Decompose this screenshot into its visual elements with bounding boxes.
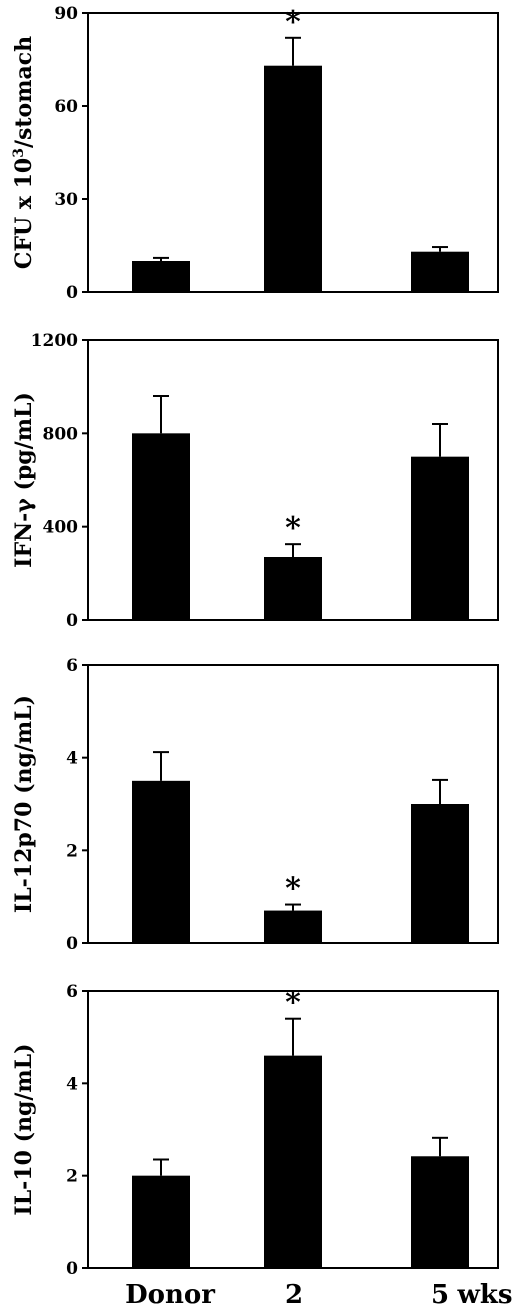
bar-3	[411, 1156, 469, 1268]
y-axis-label: CFU x 103/stomach	[11, 36, 37, 269]
y-tick-label: 90	[54, 4, 78, 24]
y-tick-label: 400	[43, 518, 79, 538]
y-axis-label: IL-10 (ng/mL)	[11, 1043, 37, 1215]
bar-1	[132, 433, 190, 620]
significance-star: *	[285, 5, 301, 40]
chart-panel-2: 0 400 800 1200 IFN-γ (pg/mL) *	[11, 331, 499, 631]
bar-1	[132, 261, 190, 292]
bar-3	[411, 251, 469, 292]
y-tick-label: 60	[54, 97, 78, 117]
bar-3	[411, 804, 469, 943]
y-tick-label: 0	[66, 934, 78, 954]
significance-star: *	[285, 872, 301, 907]
y-tick-label: 2	[66, 841, 78, 861]
y-tick-label: 800	[43, 424, 79, 444]
y-tick-label: 2	[66, 1167, 78, 1187]
bar-1	[132, 780, 190, 943]
y-tick-label: 0	[66, 611, 78, 631]
chart-panel-1: 0 30 60 90 CFU x 103/stomach *	[11, 4, 499, 303]
significance-star: *	[285, 511, 301, 546]
y-axis-label: IFN-γ (pg/mL)	[11, 392, 37, 568]
y-tick-label: 6	[66, 982, 78, 1002]
bar-2	[264, 910, 322, 943]
x-axis-labels: Donor 2 5 wks	[125, 1280, 512, 1310]
chart-panel-4: 0 2 4 6 IL-10 (ng/mL) *	[11, 982, 499, 1279]
x-label-wks: wks	[456, 1280, 512, 1310]
y-tick-label: 0	[66, 283, 78, 303]
y-tick-label: 4	[66, 1074, 78, 1094]
y-tick-label: 0	[66, 1259, 78, 1279]
y-tick-label: 30	[54, 190, 78, 210]
bar-2	[264, 557, 322, 620]
bar-2	[264, 65, 322, 292]
bar-1	[132, 1175, 190, 1268]
y-tick-label: 1200	[31, 331, 78, 351]
y-tick-label: 4	[66, 749, 78, 769]
x-label-donor: Donor	[125, 1280, 215, 1310]
y-axis-label: IL-12p70 (ng/mL)	[11, 695, 37, 913]
x-label-5: 5	[431, 1280, 449, 1310]
chart-panel-3: 0 2 4 6 IL-12p70 (ng/mL) *	[11, 656, 499, 954]
bar-3	[411, 456, 469, 620]
bar-2	[264, 1055, 322, 1268]
y-tick-label: 6	[66, 656, 78, 676]
significance-star: *	[285, 986, 301, 1021]
x-label-2: 2	[285, 1280, 303, 1310]
